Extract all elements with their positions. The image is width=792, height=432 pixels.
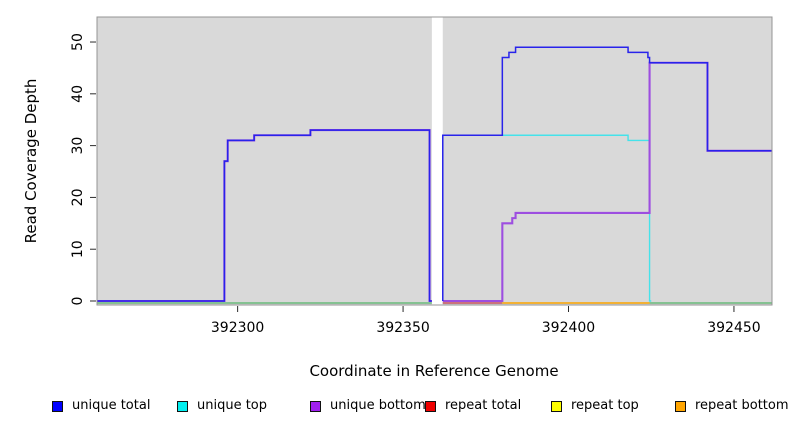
x-tick-label: 392350 [376, 320, 429, 336]
legend-item-unique-top: unique top [177, 398, 267, 414]
x-tick-label: 392400 [542, 320, 595, 336]
x-tick-label: 392300 [211, 320, 264, 336]
legend-swatch [52, 400, 63, 412]
x-axis-label: Coordinate in Reference Genome [309, 362, 559, 380]
legend-swatch [551, 400, 562, 412]
y-tick-label: 30 [70, 137, 86, 155]
y-tick-label: 0 [70, 297, 86, 306]
x-tick-label: 392450 [707, 320, 760, 336]
legend-label: repeat total [445, 398, 522, 413]
legend-label: unique bottom [330, 398, 426, 413]
legend-label: repeat bottom [695, 398, 789, 413]
series-unique-total [97, 129, 432, 302]
legend-swatch [675, 400, 686, 412]
legend: unique total unique top unique bottom repea… [0, 398, 792, 418]
y-tick-label: 10 [70, 240, 86, 258]
legend-swatch [177, 400, 188, 412]
legend-swatch [425, 400, 436, 412]
coverage-chart: 392300 392350 392400 392450 0 10 20 30 40 50 [70, 16, 773, 336]
legend-item-repeat-total: repeat total [425, 398, 521, 414]
legend-item-repeat-top: repeat top [551, 398, 639, 414]
legend-item-repeat-bottom: repeat bottom [675, 398, 789, 414]
y-tick-label: 50 [70, 33, 86, 51]
legend-label: unique total [72, 398, 151, 413]
legend-label: unique top [197, 398, 268, 413]
series-unique-total [442, 46, 772, 302]
y-axis-label: Read Coverage Depth [22, 78, 40, 244]
legend-label: repeat top [571, 398, 639, 413]
no-data-gap [431, 17, 443, 305]
y-tick-label: 20 [70, 189, 86, 207]
plot-border [96, 16, 773, 306]
legend-item-unique-total: unique total [52, 398, 150, 414]
y-tick-label: 40 [70, 85, 86, 103]
legend-swatch [310, 400, 321, 412]
legend-item-unique-bottom: unique bottom [310, 398, 426, 414]
